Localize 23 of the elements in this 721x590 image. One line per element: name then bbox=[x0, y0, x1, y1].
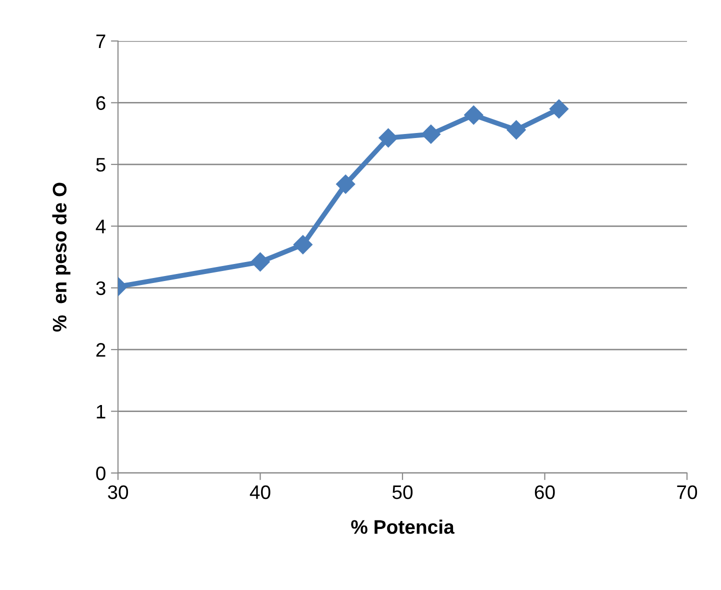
y-tick-label: 6 bbox=[96, 96, 106, 110]
y-tick-label: 1 bbox=[96, 404, 106, 418]
y-tick-label: 0 bbox=[96, 466, 106, 480]
point bbox=[250, 252, 270, 272]
y-tick-label: 4 bbox=[96, 220, 106, 234]
x-tick-label: 60 bbox=[534, 485, 555, 500]
x-tick-label: 40 bbox=[250, 485, 270, 500]
y-tick-label: 2 bbox=[96, 343, 106, 357]
x-tick-label: 50 bbox=[392, 485, 413, 500]
point bbox=[336, 174, 356, 194]
x-axis-title: % Potencia bbox=[351, 520, 454, 534]
y-axis-title: % en peso de O bbox=[52, 182, 70, 332]
point bbox=[464, 106, 484, 125]
point bbox=[293, 235, 312, 254]
y-tick-label: 5 bbox=[96, 158, 106, 172]
point bbox=[549, 99, 569, 118]
x-tick-label: 30 bbox=[108, 485, 128, 500]
y-tick-label: 3 bbox=[96, 281, 106, 296]
x-tick-label: 70 bbox=[677, 485, 698, 500]
point bbox=[378, 128, 398, 148]
point bbox=[421, 124, 440, 144]
point bbox=[506, 120, 526, 140]
y-tick-label: 7 bbox=[96, 34, 106, 48]
